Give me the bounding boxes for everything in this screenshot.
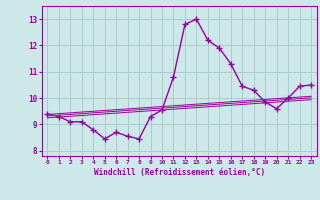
X-axis label: Windchill (Refroidissement éolien,°C): Windchill (Refroidissement éolien,°C) bbox=[94, 168, 265, 177]
